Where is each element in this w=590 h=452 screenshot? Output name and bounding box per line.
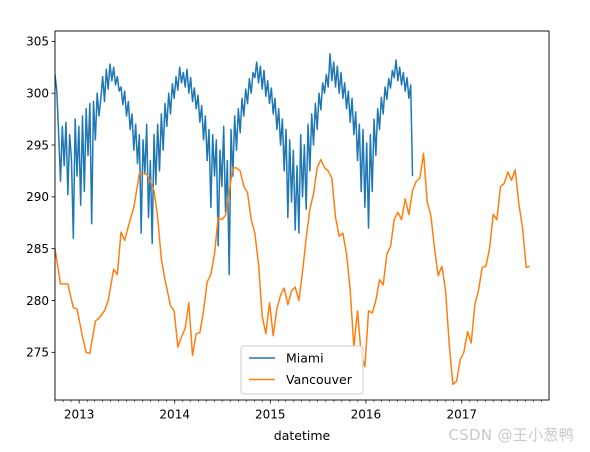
y-tick-label: 280: [26, 294, 49, 308]
y-axis: 275 280 285 290 295 300 305: [26, 35, 55, 360]
y-tick-label: 275: [26, 346, 49, 360]
x-tick-label: 2014: [159, 408, 190, 422]
y-tick-label: 305: [26, 35, 49, 49]
x-axis: 2013 2014 2015 2016 2017: [54, 400, 542, 422]
y-tick-label: 285: [26, 242, 49, 256]
y-tick-label: 300: [26, 86, 49, 100]
x-tick-label: 2017: [447, 408, 478, 422]
y-tick-label: 290: [26, 190, 49, 204]
plot-frame: [54, 30, 550, 401]
legend-label-vancouver: Vancouver: [286, 372, 353, 387]
series-line-vancouver: [55, 152, 531, 386]
x-axis-label: datetime: [274, 428, 331, 443]
x-tick-label: 2016: [351, 408, 382, 422]
series-line-miami: [55, 53, 414, 276]
watermark: CSDN @王小葱鸭: [448, 426, 574, 444]
y-tick-label: 295: [26, 138, 49, 152]
x-tick-label: 2013: [64, 408, 95, 422]
legend-label-miami: Miami: [286, 351, 324, 366]
legend: Miami Vancouver: [240, 345, 364, 395]
x-tick-label: 2015: [255, 408, 286, 422]
